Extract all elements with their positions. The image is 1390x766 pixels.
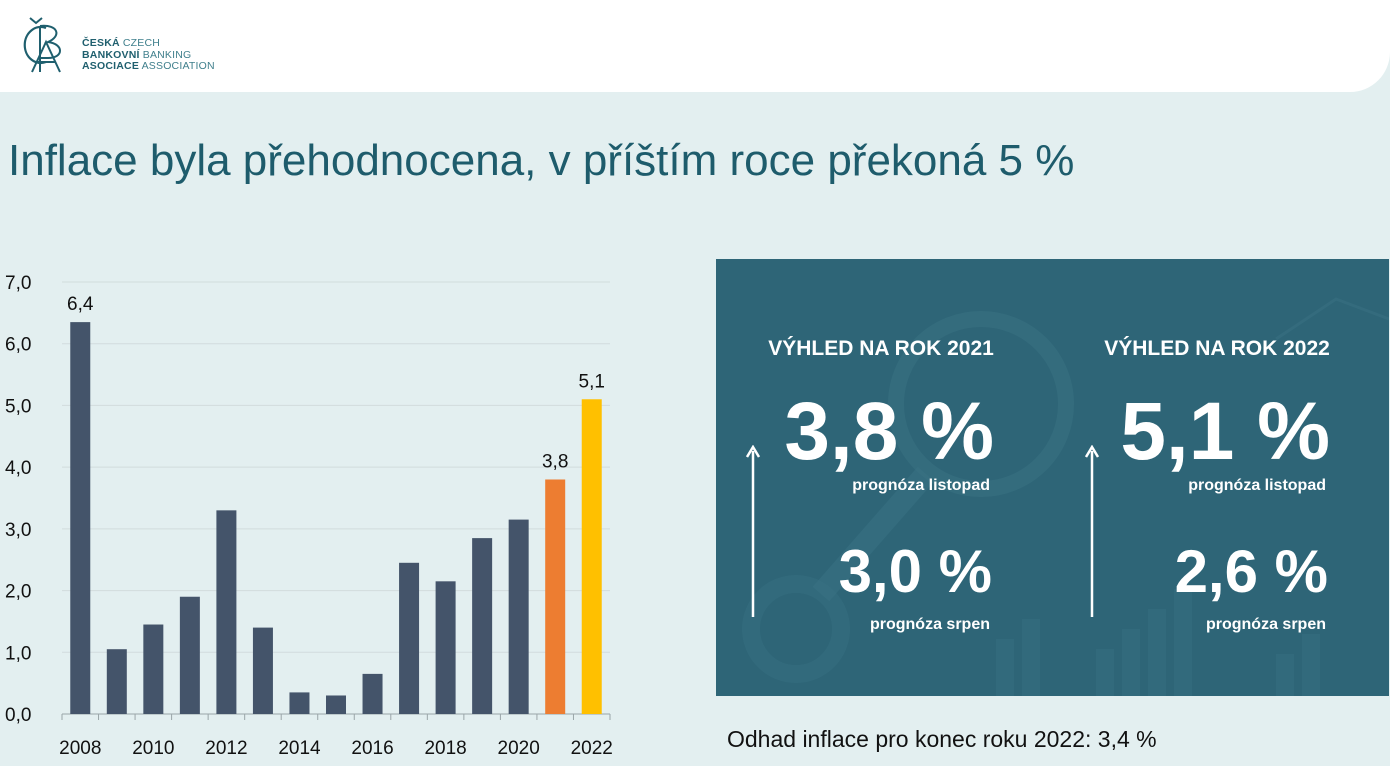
bar-2022 [581, 399, 602, 714]
bar-2021 [545, 479, 566, 714]
forecast-2021-november-value: 3,8 % [784, 386, 994, 477]
y-tick-label: 6,0 [5, 335, 31, 356]
forecast-2022-august-label: prognóza srpen [1205, 616, 1326, 633]
bar-2020 [508, 519, 529, 714]
outlook-2022: VÝHLED NA ROK 2022 5,1 % prognóza listop… [1052, 259, 1382, 696]
header: ČESKÁ CZECH BANKOVNÍ BANKING ASOCIACE AS… [0, 0, 1390, 92]
forecast-2021-august-label: prognóza srpen [869, 616, 990, 633]
data-label: 6,4 [67, 294, 94, 315]
bar-2016 [362, 673, 383, 714]
x-tick-label: 2016 [351, 738, 393, 759]
forecast-2022-november-value: 5,1 % [1120, 386, 1330, 477]
bar-2010 [143, 624, 164, 714]
cba-logo-icon [23, 17, 61, 73]
bar-2015 [326, 695, 346, 714]
bar-2012 [216, 510, 237, 714]
x-tick-label: 2008 [59, 738, 101, 759]
y-tick-label: 7,0 [5, 273, 31, 294]
inflation-bar-chart: 0,0 1,0 2,0 3,0 4,0 5,0 6,0 7,0 2008 2010 2012 2014… [5, 273, 613, 759]
bar-2019 [472, 538, 493, 714]
up-arrow-icon [1084, 445, 1100, 617]
forecast-2022-august-value: 2,6 % [1174, 538, 1328, 605]
data-label: 5,1 [579, 371, 605, 392]
forecast-2021-november-label: prognóza listopad [852, 477, 990, 494]
x-tick-label: 2022 [571, 738, 613, 759]
x-tick-label: 2018 [424, 738, 466, 759]
x-tick-label: 2014 [278, 738, 321, 759]
bar-2018 [435, 581, 456, 714]
bar-2013 [252, 627, 273, 714]
data-label: 3,8 [542, 451, 568, 472]
up-arrow-icon [745, 445, 761, 617]
y-tick-label: 0,0 [5, 705, 31, 726]
forecast-2022-november-label: prognóza listopad [1188, 477, 1326, 494]
footnote: Odhad inflace pro konec roku 2022: 3,4 % [727, 726, 1157, 752]
outlook-panel: VÝHLED NA ROK 2021 3,8 % prognóza listop… [716, 259, 1389, 696]
x-tick-label: 2020 [498, 738, 540, 759]
x-tick-label: 2010 [132, 738, 174, 759]
y-tick-label: 5,0 [5, 396, 31, 417]
magnifier-background-icon [742, 297, 1389, 696]
outlook-2022-heading: VÝHLED NA ROK 2022 [1104, 337, 1330, 360]
bar-2011 [179, 596, 200, 714]
logo-text: ČESKÁ CZECH BANKOVNÍ BANKING ASOCIACE AS… [82, 37, 215, 72]
y-tick-label: 4,0 [5, 458, 31, 479]
bar-2017 [399, 562, 420, 714]
bar-2008 [70, 322, 91, 714]
bar-2009 [106, 649, 127, 714]
outlook-2021: VÝHLED NA ROK 2021 3,8 % prognóza listop… [716, 259, 1046, 696]
y-tick-label: 2,0 [5, 582, 31, 603]
y-tick-label: 1,0 [5, 643, 31, 664]
bar-2014 [289, 692, 310, 714]
page-title: Inflace byla přehodnocena, v příštím roc… [8, 136, 1075, 185]
outlook-2021-heading: VÝHLED NA ROK 2021 [768, 337, 994, 360]
y-tick-label: 3,0 [5, 520, 31, 541]
x-tick-label: 2012 [205, 738, 247, 759]
forecast-2021-august-value: 3,0 % [838, 538, 992, 605]
